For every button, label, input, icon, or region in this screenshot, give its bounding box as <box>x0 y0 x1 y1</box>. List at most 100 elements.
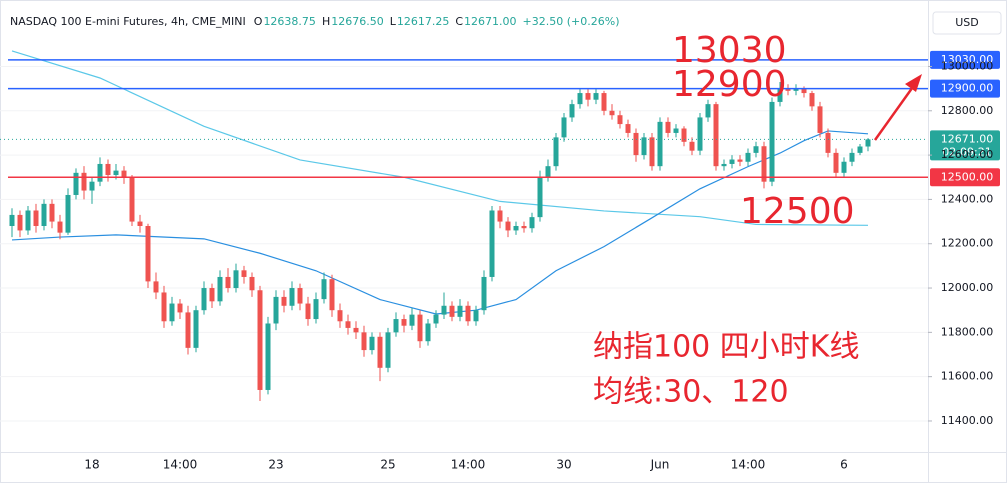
candle-body <box>665 121 671 133</box>
candle-body <box>273 296 279 324</box>
ohlc-value: 12671.00 <box>464 15 517 28</box>
annotation: 均线:30、120 <box>593 375 789 410</box>
candle-body <box>377 336 383 368</box>
x-tick-label: 14:00 <box>163 458 198 472</box>
candle-body <box>209 288 215 302</box>
candle-body <box>489 210 495 277</box>
annotation: 12500 <box>740 191 855 232</box>
candle-body <box>345 321 351 328</box>
header: NASDAQ 100 E-mini Futures, 4h, CME_MINI … <box>10 15 620 28</box>
candle-body <box>801 88 807 94</box>
candle-body <box>217 276 223 302</box>
candle-body <box>689 141 695 151</box>
y-tick-label: 12600.00 <box>941 148 994 161</box>
ohlc-value: 12638.75 <box>263 15 316 28</box>
candle-body <box>609 110 615 116</box>
x-tick-label: 30 <box>556 458 571 472</box>
candle-body <box>745 152 751 162</box>
candle-body <box>201 288 207 311</box>
candle-body <box>17 214 23 231</box>
candle-body <box>393 319 399 333</box>
candle-body <box>649 137 655 167</box>
candle-body <box>809 93 815 107</box>
candle-body <box>65 194 71 233</box>
axes: 13000.00 12800.00 12600.00 12400.00 12200.00… <box>84 59 993 471</box>
moving-average-line <box>11 130 869 315</box>
ohlc-key: C <box>455 15 463 28</box>
candle-body <box>337 310 343 322</box>
candle-body <box>225 276 231 289</box>
y-tick-label: 11600.00 <box>941 370 994 383</box>
candle-body <box>249 276 255 291</box>
y-tick-label: 11400.00 <box>941 414 994 427</box>
ohlc-value: 12676.50 <box>331 15 384 28</box>
y-tick-label: 12400.00 <box>941 192 994 205</box>
candle-body <box>841 161 847 173</box>
candle-body <box>49 203 55 222</box>
x-tick-label: 23 <box>268 458 283 472</box>
symbol-title: NASDAQ 100 E-mini Futures, 4h, CME_MINI <box>10 15 246 28</box>
level-price-box <box>930 79 1000 98</box>
level-price-label: 12900.00 <box>941 82 994 95</box>
candle-body <box>185 312 191 348</box>
candle-body <box>289 288 295 306</box>
x-tick-label: 18 <box>84 458 99 472</box>
y-tick-label: 12200.00 <box>941 237 994 250</box>
candle-body <box>425 323 431 342</box>
candles <box>9 81 871 402</box>
candle-body <box>721 163 727 167</box>
level-price-label: 13030.00 <box>941 53 994 66</box>
candle-body <box>25 210 31 231</box>
candle-body <box>257 290 263 390</box>
candle-body <box>593 93 599 100</box>
last-price-box <box>930 130 1000 161</box>
candle-body <box>473 310 479 322</box>
annotation: 13030 <box>672 30 787 71</box>
candle-body <box>41 203 47 226</box>
candle-body <box>441 305 447 315</box>
candle-body <box>561 117 567 138</box>
y-tick-label: 12800.00 <box>941 104 994 117</box>
candle-body <box>385 332 391 368</box>
x-tick-label: 14:00 <box>451 458 486 472</box>
candle-body <box>497 210 503 222</box>
ohlc-key: O <box>254 15 263 28</box>
x-tick-label: Jun <box>650 458 670 472</box>
candle-body <box>153 281 159 293</box>
candle-body <box>297 288 303 304</box>
candle-body <box>81 172 87 191</box>
candle-body <box>753 146 759 153</box>
candle-body <box>553 137 559 167</box>
candle-body <box>529 217 535 229</box>
candle-body <box>569 104 575 118</box>
level-price-box <box>930 168 1000 187</box>
y-tick-label: 12000.00 <box>941 281 994 294</box>
y-tick-label: 13000.00 <box>941 59 994 72</box>
candle-body <box>145 226 151 282</box>
candle-body <box>233 270 239 289</box>
candle-body <box>89 181 95 191</box>
candle-body <box>313 299 319 320</box>
candle-body <box>713 104 719 167</box>
candle-body <box>177 303 183 313</box>
candle-body <box>9 214 15 226</box>
x-tick-label: 25 <box>380 458 395 472</box>
candle-body <box>73 172 79 195</box>
currency[interactable]: USD <box>955 16 979 29</box>
candle-body <box>129 177 135 222</box>
candle-body <box>793 88 799 91</box>
moving-average-line <box>11 50 869 226</box>
candle-body <box>857 146 863 153</box>
x-tick-label: 14:00 <box>731 458 766 472</box>
candle-body <box>761 146 767 182</box>
candle-body <box>601 93 607 111</box>
candle-body <box>241 270 247 277</box>
candle-body <box>265 323 271 390</box>
candle-body <box>321 279 327 300</box>
candle-body <box>633 132 639 156</box>
ohlc-key: H <box>322 15 330 28</box>
candle-body <box>281 296 287 306</box>
